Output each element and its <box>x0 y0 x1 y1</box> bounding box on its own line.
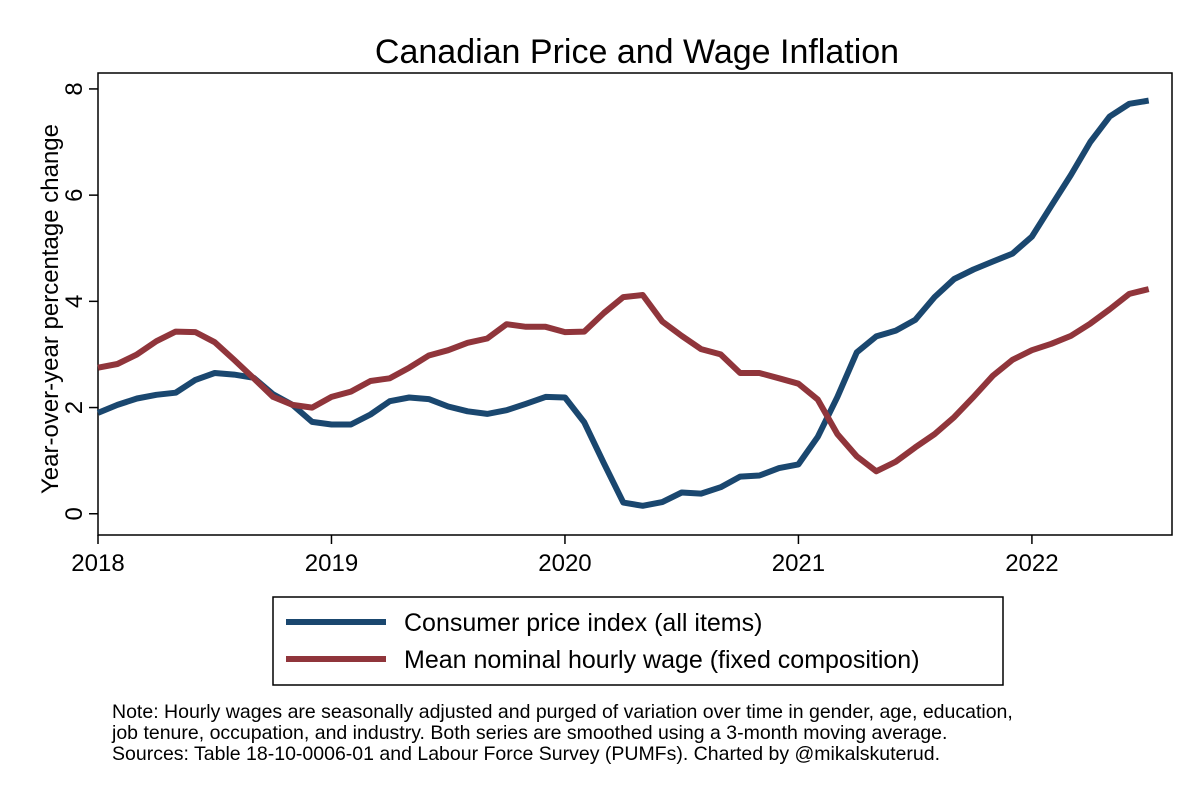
x-tick-label: 2019 <box>305 550 358 577</box>
y-tick-label: 8 <box>61 82 88 95</box>
series-lines <box>96 97 1150 509</box>
x-tick-label: 2018 <box>71 550 124 577</box>
x-tick-label: 2020 <box>538 550 591 577</box>
series-line-cpi <box>96 97 1150 509</box>
note-line-3: Sources: Table 18-10-0006-01 and Labour … <box>112 743 940 765</box>
legend <box>272 596 1004 686</box>
legend-label-wage: Mean nominal hourly wage (fixed composit… <box>404 646 920 674</box>
series-line-wage <box>97 286 1150 475</box>
plot-area <box>97 72 1173 536</box>
y-tick-label: 2 <box>61 401 88 414</box>
note-line-1: Note: Hourly wages are seasonally adjust… <box>112 701 1013 723</box>
y-tick-label: 4 <box>61 295 88 308</box>
x-axis: 2018 2019 2020 2021 2022 <box>71 535 1059 577</box>
y-axis: 0 2 4 6 8 <box>61 82 98 520</box>
legend-label-cpi: Consumer price index (all items) <box>404 609 762 637</box>
y-axis-label: Year-over-year percentage change <box>37 124 64 494</box>
chart-note: Note: Hourly wages are seasonally adjust… <box>112 702 1172 765</box>
y-tick-label: 0 <box>61 507 88 520</box>
x-tick-label: 2022 <box>1005 550 1058 577</box>
x-tick-label: 2021 <box>772 550 825 577</box>
y-tick-label: 6 <box>61 188 88 201</box>
note-line-2: job tenure, occupation, and industry. Bo… <box>112 722 948 744</box>
chart-title: Canadian Price and Wage Inflation <box>375 33 899 71</box>
